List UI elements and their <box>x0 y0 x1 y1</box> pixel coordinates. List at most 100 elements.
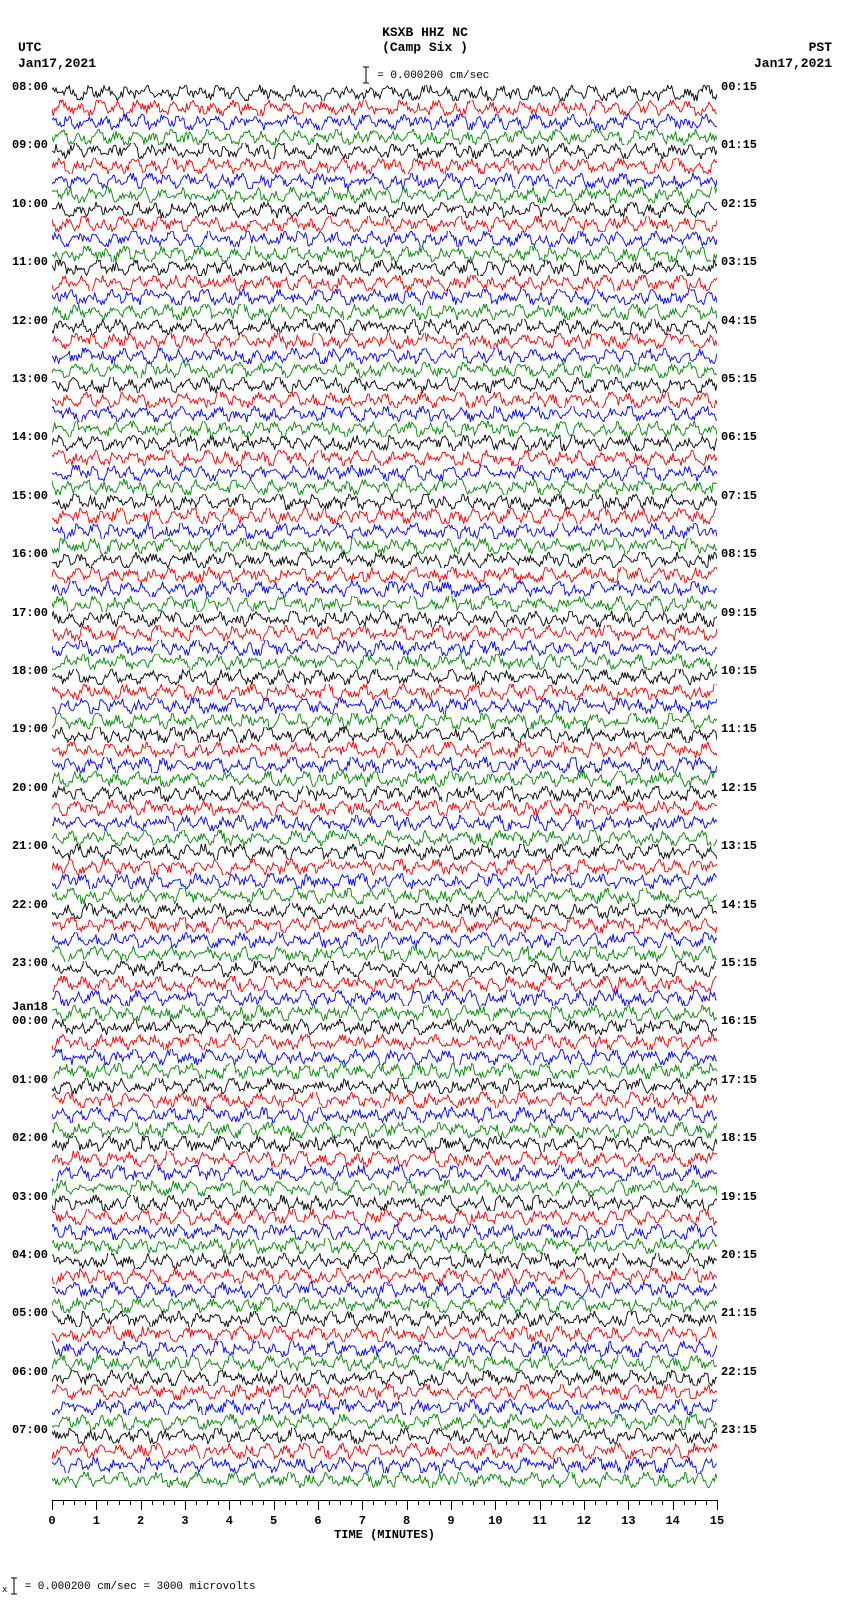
pst-hour-label: 06:15 <box>721 431 769 443</box>
x-tick-minor <box>85 1500 86 1505</box>
trace-row <box>52 129 717 145</box>
x-tick-minor <box>606 1500 607 1505</box>
trace-row <box>52 976 717 992</box>
trace-row <box>52 275 717 291</box>
x-tick-label: 4 <box>226 1514 233 1528</box>
trace-row <box>52 114 717 130</box>
trace-row <box>52 158 717 174</box>
x-tick-minor <box>340 1500 341 1505</box>
x-tick-minor <box>296 1500 297 1505</box>
trace-row <box>52 1238 717 1254</box>
trace-row <box>52 1034 717 1050</box>
trace-row <box>52 727 717 743</box>
trace-row <box>52 260 717 276</box>
utc-hour-label: 21:00 <box>0 840 48 852</box>
trace-row <box>52 143 717 159</box>
trace-row <box>52 771 717 787</box>
utc-hour-label: 16:00 <box>0 548 48 560</box>
utc-hour-label: 00:00 <box>0 1015 48 1027</box>
pst-hour-label: 00:15 <box>721 81 769 93</box>
pst-hour-label: 05:15 <box>721 373 769 385</box>
trace-row <box>52 538 717 554</box>
trace-row <box>52 1151 717 1167</box>
trace-row <box>52 742 717 758</box>
pst-hour-label: 10:15 <box>721 665 769 677</box>
utc-hour-label: 05:00 <box>0 1307 48 1319</box>
x-tick-minor <box>440 1500 441 1505</box>
x-tick-minor <box>639 1500 640 1505</box>
trace-row <box>52 786 717 802</box>
pst-hour-label: 02:15 <box>721 198 769 210</box>
pst-hour-label: 13:15 <box>721 840 769 852</box>
trace-row <box>52 1253 717 1269</box>
trace-row <box>52 1224 717 1240</box>
trace-row <box>52 202 717 218</box>
tz-right-date: Jan17,2021 <box>754 56 832 72</box>
x-tick-major <box>52 1500 53 1510</box>
x-tick-label: 3 <box>181 1514 188 1528</box>
trace-row <box>52 289 717 305</box>
x-tick-minor <box>684 1500 685 1505</box>
utc-hour-label: 23:00 <box>0 957 48 969</box>
x-tick-minor <box>373 1500 374 1505</box>
trace-row <box>52 1428 717 1444</box>
x-tick-minor <box>285 1500 286 1505</box>
x-tick-minor <box>263 1500 264 1505</box>
x-tick-label: 10 <box>488 1514 502 1528</box>
utc-hour-label: 10:00 <box>0 198 48 210</box>
trace-row <box>52 917 717 933</box>
scale-bar-icon <box>361 65 371 85</box>
x-tick-minor <box>196 1500 197 1505</box>
trace-row <box>52 465 717 481</box>
utc-hour-label: 17:00 <box>0 607 48 619</box>
x-tick-minor <box>706 1500 707 1505</box>
trace-row <box>52 406 717 422</box>
x-tick-major <box>673 1500 674 1510</box>
x-tick-minor <box>484 1500 485 1505</box>
trace-row <box>52 187 717 203</box>
pst-hour-label: 18:15 <box>721 1132 769 1144</box>
trace-row <box>52 1326 717 1342</box>
x-tick-major <box>96 1500 97 1510</box>
tz-right: PST Jan17,2021 <box>754 40 832 71</box>
trace-row <box>52 1384 717 1400</box>
tz-left-label: UTC <box>18 40 96 56</box>
utc-hour-label: 01:00 <box>0 1074 48 1086</box>
trace-row <box>52 640 717 656</box>
x-tick-minor <box>573 1500 574 1505</box>
pst-hour-label: 12:15 <box>721 782 769 794</box>
utc-hour-label: 15:00 <box>0 490 48 502</box>
utc-hour-label: 08:00 <box>0 81 48 93</box>
trace-row <box>52 100 717 116</box>
trace-row <box>52 1180 717 1196</box>
x-tick-minor <box>595 1500 596 1505</box>
utc-hour-label: 12:00 <box>0 315 48 327</box>
pst-hour-label: 01:15 <box>721 139 769 151</box>
trace-row <box>52 508 717 524</box>
pst-hour-label: 16:15 <box>721 1015 769 1027</box>
trace-row <box>52 362 717 378</box>
trace-row <box>52 844 717 860</box>
trace-row <box>52 654 717 670</box>
x-tick-minor <box>506 1500 507 1505</box>
seismogram-container: KSXB HHZ NC (Camp Six ) = 0.000200 cm/se… <box>0 0 850 1613</box>
trace-row <box>52 479 717 495</box>
footer: x = 0.000200 cm/sec = 3000 microvolts <box>2 1576 256 1596</box>
trace-row <box>52 669 717 685</box>
pst-hour-label: 19:15 <box>721 1191 769 1203</box>
trace-row <box>52 961 717 977</box>
trace-row <box>52 1136 717 1152</box>
trace-row <box>52 1209 717 1225</box>
trace-row <box>52 1282 717 1298</box>
x-tick-minor <box>240 1500 241 1505</box>
footer-scale-bar-icon: x <box>2 1576 18 1596</box>
trace-row <box>52 1092 717 1108</box>
x-tick-label: 11 <box>532 1514 546 1528</box>
utc-hour-label: 18:00 <box>0 665 48 677</box>
trace-row <box>52 1457 717 1473</box>
trace-row <box>52 1049 717 1065</box>
trace-row <box>52 1472 717 1488</box>
x-tick-minor <box>651 1500 652 1505</box>
pst-hour-label: 07:15 <box>721 490 769 502</box>
station-code: KSXB HHZ NC <box>0 25 850 40</box>
